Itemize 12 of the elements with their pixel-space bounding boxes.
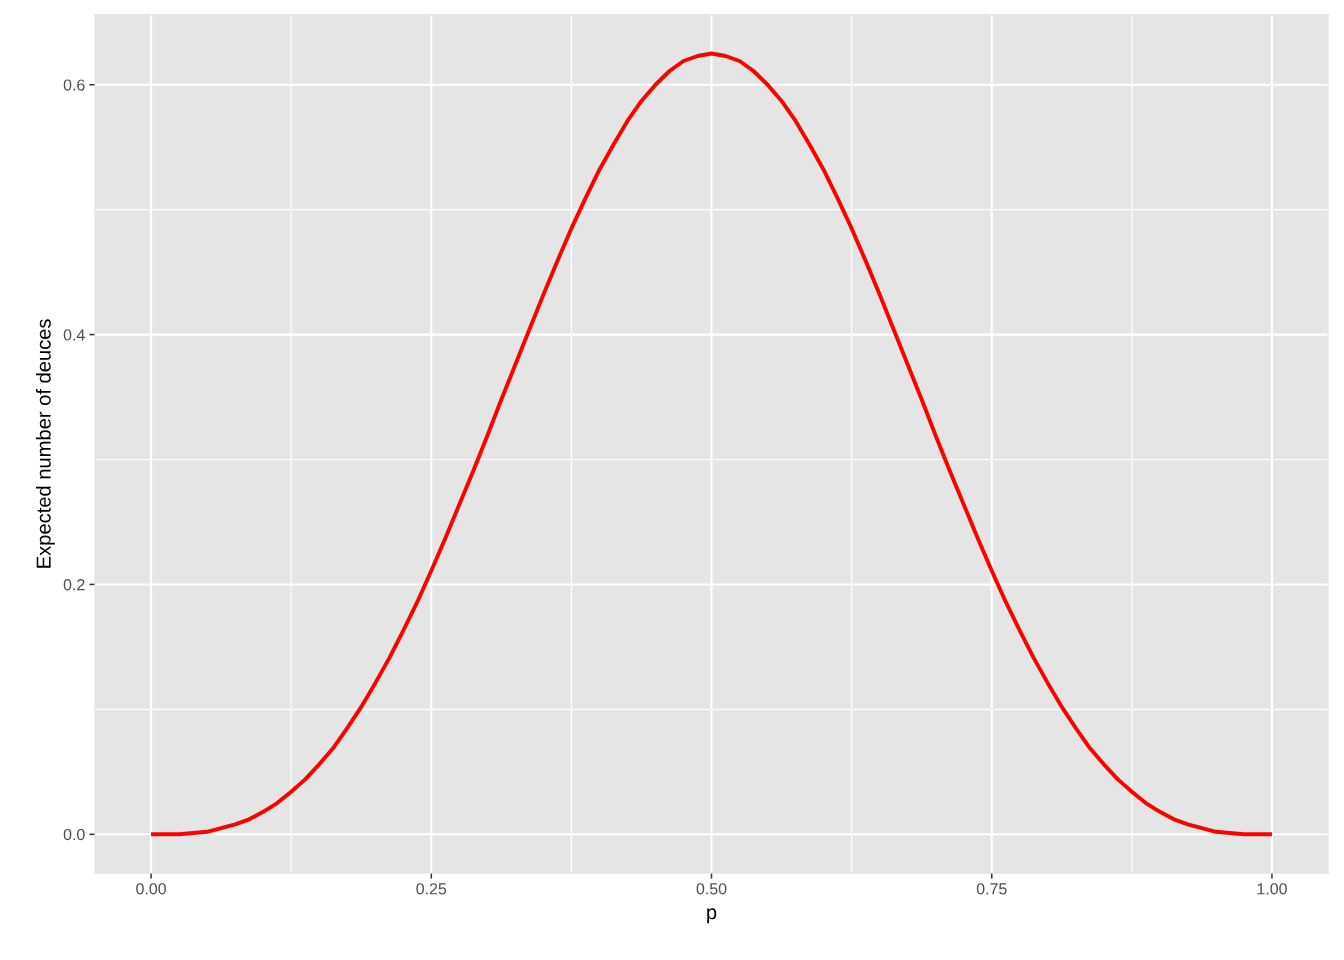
x-tick-label: 0.25	[416, 883, 447, 895]
y-axis-title: Expected number of deuces	[35, 319, 55, 568]
line-series	[149, 51, 1274, 837]
x-tick-label: 0.50	[696, 883, 727, 895]
y-tick-label: 0.4	[63, 329, 85, 341]
x-tick-label: 0.75	[976, 883, 1007, 895]
x-tick-label: 1.00	[1257, 883, 1287, 895]
x-axis-title: p	[707, 908, 717, 924]
y-tick-label: 0.2	[63, 579, 85, 591]
x-tick-label: 0.00	[136, 883, 166, 895]
y-tick-label: 0.6	[63, 79, 85, 91]
y-tick-label: 0.0	[63, 828, 85, 841]
